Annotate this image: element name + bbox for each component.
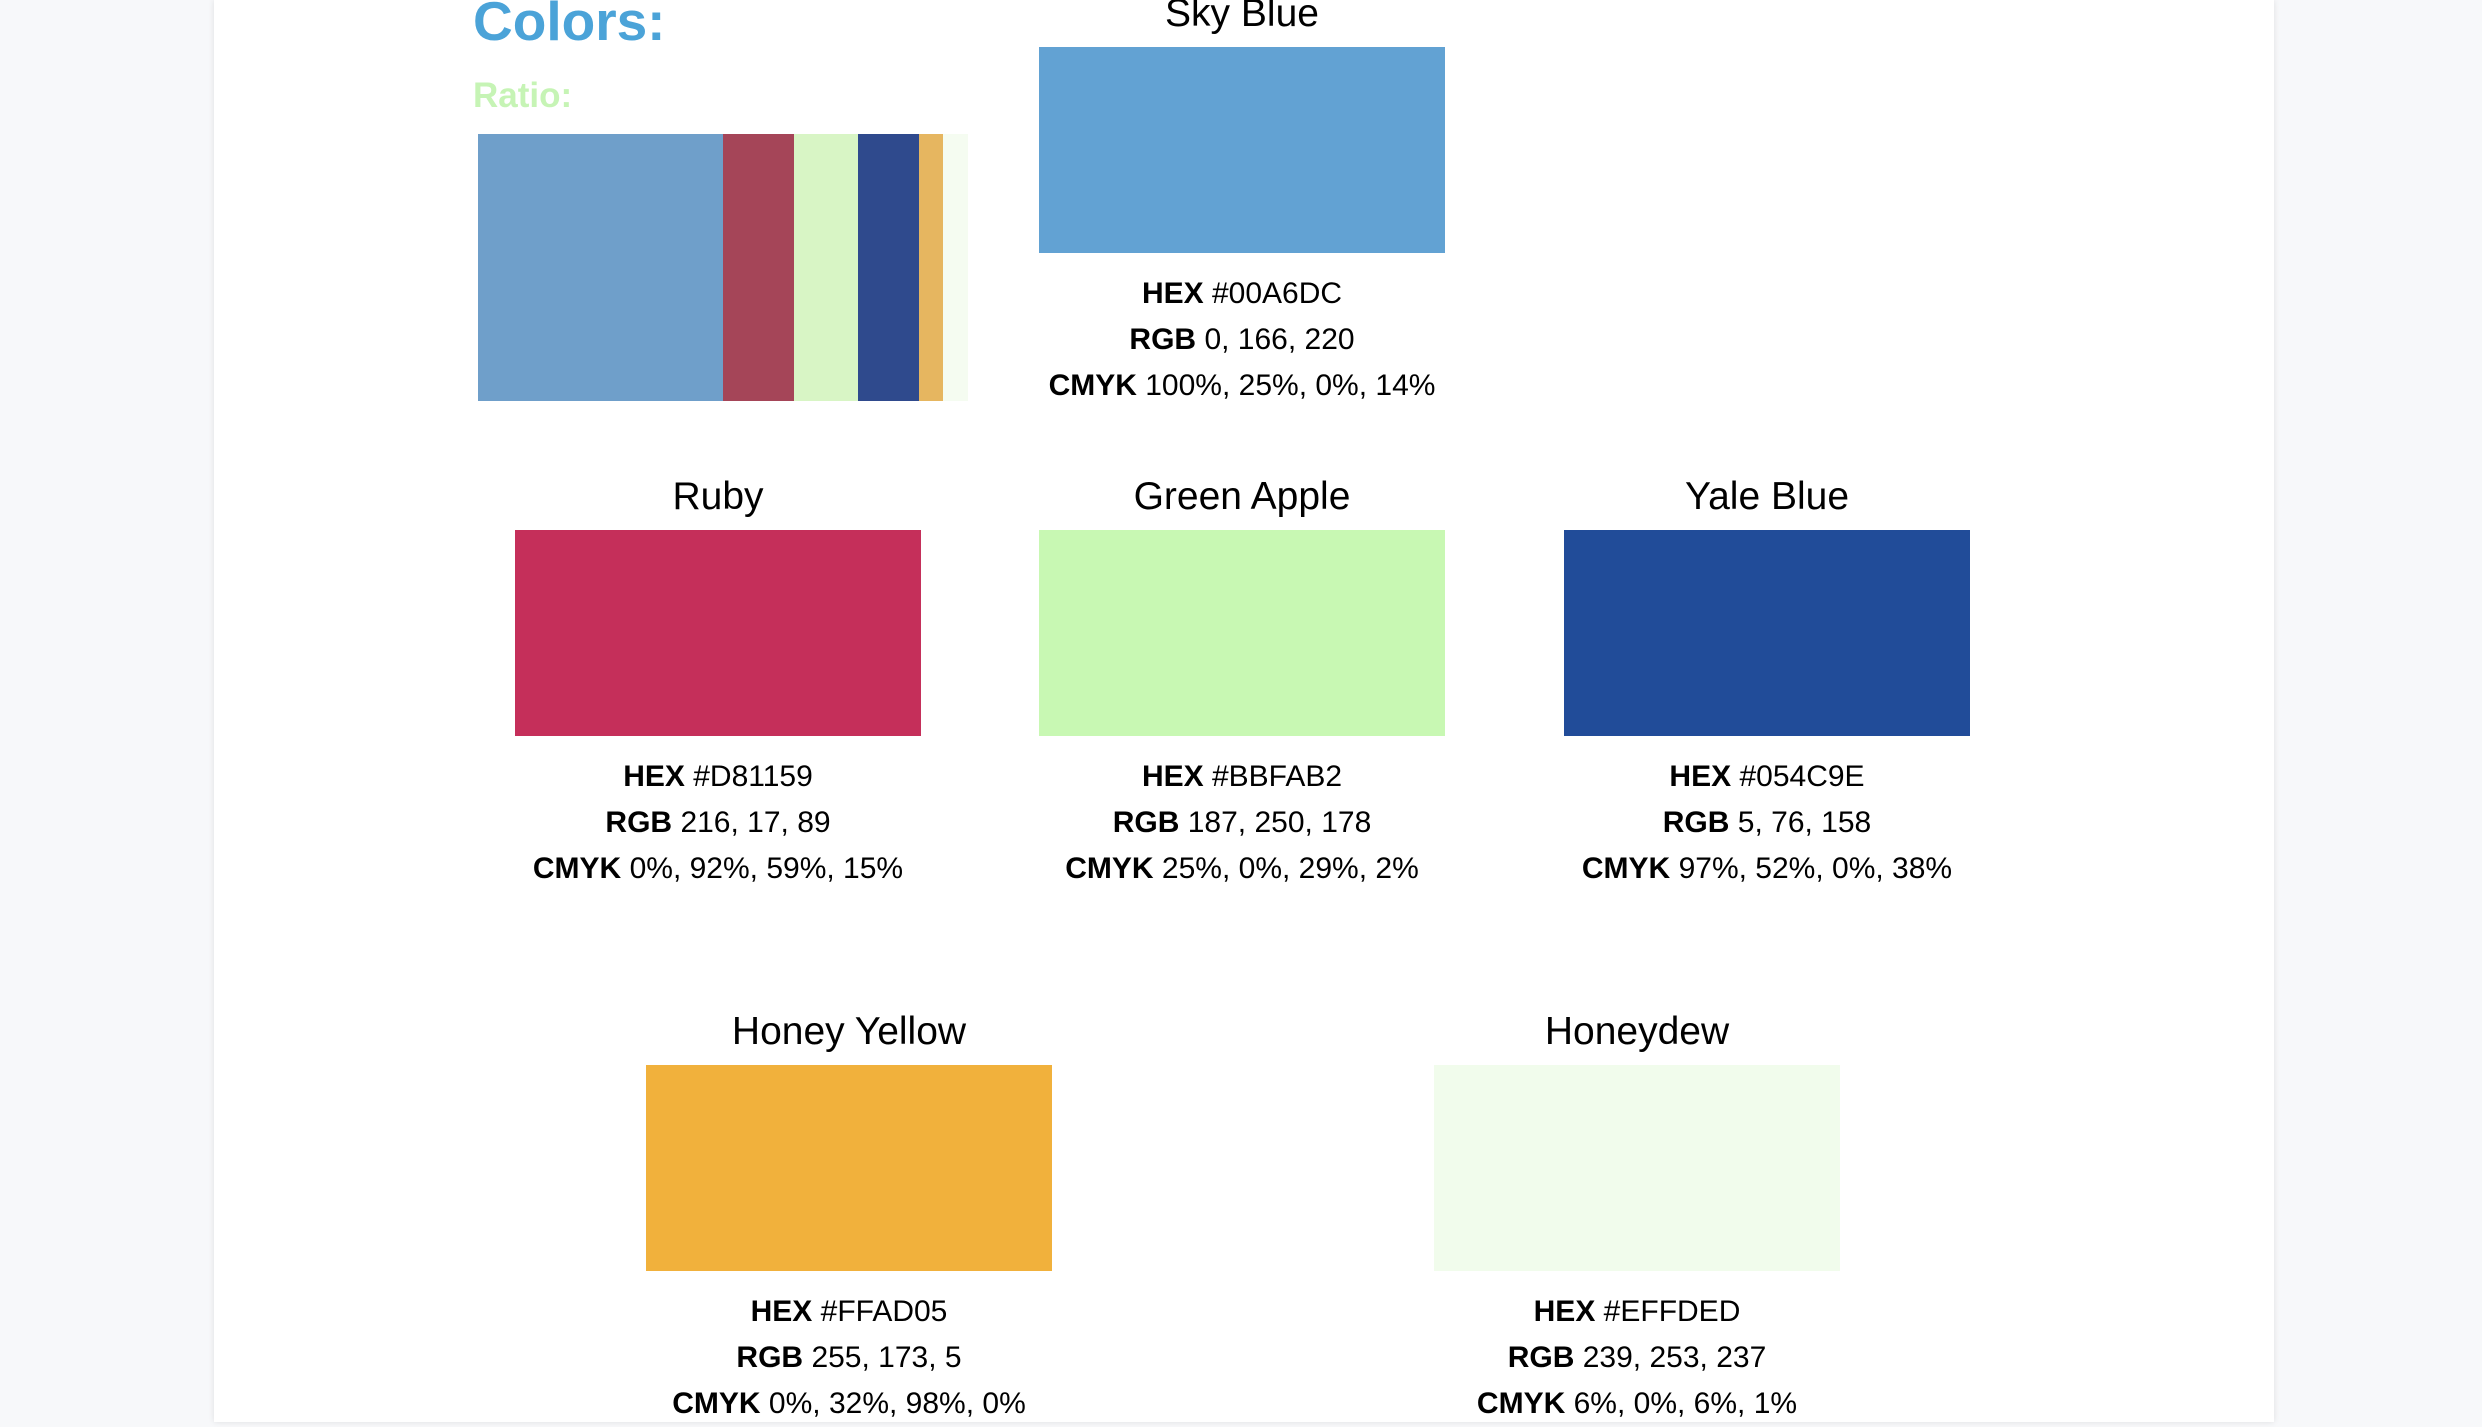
color-name: Yale Blue bbox=[1684, 475, 1850, 518]
color-swatch bbox=[1434, 1065, 1840, 1271]
rgb-value: RGB 255, 173, 5 bbox=[736, 1341, 962, 1374]
ratio-segment-ruby bbox=[723, 134, 795, 401]
color-name: Honeydew bbox=[1544, 1010, 1730, 1053]
cmyk-value: CMYK 6%, 0%, 6%, 1% bbox=[1476, 1387, 1798, 1420]
color-swatch bbox=[1039, 530, 1445, 736]
colors-heading: Colors: bbox=[473, 0, 666, 52]
color-card-honey-yellow: Honey Yellow HEX #FFAD05 RGB 255, 173, 5… bbox=[645, 1009, 1053, 1427]
color-swatch bbox=[1564, 530, 1970, 736]
hex-value: HEX #FFAD05 bbox=[750, 1295, 948, 1328]
color-card-yale-blue: Yale Blue HEX #054C9E RGB 5, 76, 158 CMY… bbox=[1563, 474, 1971, 892]
hex-value: HEX #00A6DC bbox=[1141, 277, 1343, 310]
rgb-value: RGB 239, 253, 237 bbox=[1507, 1341, 1767, 1374]
hex-value: HEX #BBFAB2 bbox=[1141, 760, 1343, 793]
cmyk-value: CMYK 0%, 32%, 98%, 0% bbox=[672, 1387, 1026, 1420]
color-card-green-apple: Green Apple HEX #BBFAB2 RGB 187, 250, 17… bbox=[1038, 474, 1446, 892]
cmyk-value: CMYK 25%, 0%, 29%, 2% bbox=[1065, 852, 1419, 885]
color-name: Green Apple bbox=[1133, 475, 1351, 518]
cmyk-value: CMYK 0%, 92%, 59%, 15% bbox=[532, 852, 904, 885]
ratio-segment-yale-blue bbox=[857, 134, 919, 401]
cmyk-value: CMYK 100%, 25%, 0%, 14% bbox=[1048, 369, 1436, 402]
ratio-segment-sky-blue bbox=[478, 134, 723, 401]
ratio-segment-honeydew bbox=[943, 134, 968, 401]
rgb-value: RGB 5, 76, 158 bbox=[1662, 806, 1872, 839]
hex-value: HEX #D81159 bbox=[623, 760, 813, 793]
color-swatch bbox=[515, 530, 921, 736]
color-card-sky-blue: Sky Blue HEX #00A6DC RGB 0, 166, 220 CMY… bbox=[1038, 0, 1446, 409]
hex-value: HEX #EFFDED bbox=[1533, 1295, 1741, 1328]
color-swatch bbox=[646, 1065, 1052, 1271]
color-name: Honey Yellow bbox=[731, 1010, 967, 1053]
cmyk-value: CMYK 97%, 52%, 0%, 38% bbox=[1581, 852, 1953, 885]
rgb-value: RGB 187, 250, 178 bbox=[1112, 806, 1372, 839]
ratio-segment-honey-yellow bbox=[918, 134, 944, 401]
color-name: Sky Blue bbox=[1165, 0, 1319, 35]
ratio-bar bbox=[478, 134, 968, 401]
hex-value: HEX #054C9E bbox=[1669, 760, 1865, 793]
ratio-label: Ratio: bbox=[473, 76, 573, 115]
rgb-value: RGB 216, 17, 89 bbox=[605, 806, 831, 839]
color-card-ruby: Ruby HEX #D81159 RGB 216, 17, 89 CMYK 0%… bbox=[514, 474, 922, 892]
ratio-segment-green-apple bbox=[794, 134, 858, 401]
color-swatch bbox=[1039, 47, 1445, 253]
rgb-value: RGB 0, 166, 220 bbox=[1129, 323, 1355, 356]
color-name: Ruby bbox=[672, 475, 764, 518]
color-card-honeydew: Honeydew HEX #EFFDED RGB 239, 253, 237 C… bbox=[1433, 1009, 1841, 1427]
